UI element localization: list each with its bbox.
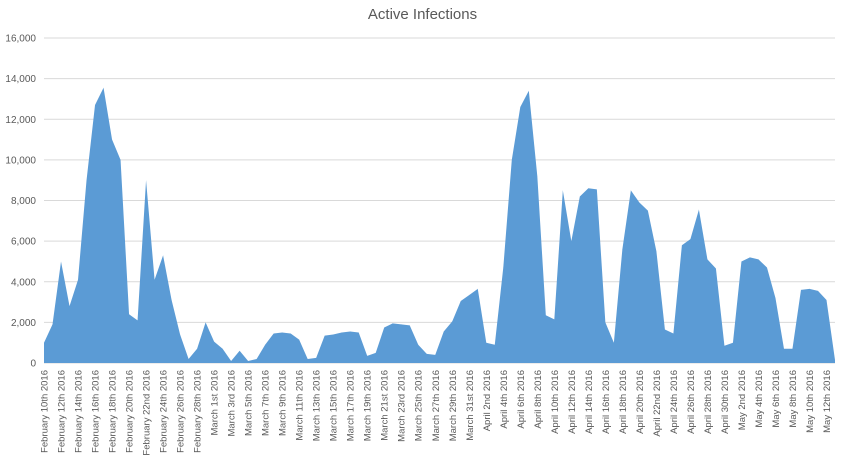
x-tick-label: April 10th 2016 [550, 370, 561, 434]
x-tick-label: February 24th 2016 [159, 370, 170, 453]
y-tick-label: 2,000 [11, 318, 36, 329]
y-tick-label: 6,000 [11, 237, 36, 248]
series-area-path [44, 87, 835, 364]
chart-title: Active Infections [367, 6, 478, 23]
x-tick-label: March 5th 2016 [244, 370, 255, 436]
x-tick-label: April 6th 2016 [516, 370, 527, 429]
x-tick-label: March 25th 2016 [414, 370, 425, 441]
x-tick-label: April 2nd 2016 [482, 370, 493, 431]
x-tick-label: March 1st 2016 [210, 370, 221, 435]
x-tick-label: April 26th 2016 [686, 370, 697, 434]
x-tick-label: April 30th 2016 [720, 370, 731, 434]
x-tick-label: May 10th 2016 [805, 370, 816, 433]
x-tick-label: April 20th 2016 [635, 370, 646, 434]
x-tick-label: March 3rd 2016 [227, 370, 238, 437]
x-tick-label: February 26th 2016 [176, 370, 187, 453]
y-tick-label: 14,000 [5, 74, 36, 85]
x-tick-label: April 4th 2016 [499, 370, 510, 429]
x-tick-label: February 10th 2016 [40, 370, 51, 453]
y-tick-label: 10,000 [5, 155, 36, 166]
x-tick-label: March 31st 2016 [465, 370, 476, 441]
x-tick-label: April 22nd 2016 [652, 370, 663, 437]
y-tick-label: 16,000 [5, 34, 36, 45]
x-tick-label: March 27th 2016 [431, 370, 442, 441]
series-area [43, 87, 836, 364]
x-tick-label: February 18th 2016 [108, 370, 119, 453]
x-tick-label: February 28th 2016 [193, 370, 204, 453]
x-tick-label: March 21st 2016 [380, 370, 391, 441]
x-axis-ticks: February 10th 2016 February 12th 2016 Febr… [40, 370, 833, 456]
x-tick-label: May 6th 2016 [771, 370, 782, 428]
x-tick-label: April 28th 2016 [703, 370, 714, 434]
x-tick-label: March 7th 2016 [261, 370, 272, 436]
x-tick-label: April 16th 2016 [601, 370, 612, 434]
x-tick-label: February 16th 2016 [91, 370, 102, 453]
x-tick-label: April 18th 2016 [618, 370, 629, 434]
x-tick-label: April 24th 2016 [669, 370, 680, 434]
x-tick-label: May 4th 2016 [754, 370, 765, 428]
x-tick-label: February 22nd 2016 [142, 370, 153, 456]
x-tick-label: March 15th 2016 [329, 370, 340, 441]
y-tick-label: 4,000 [11, 277, 36, 288]
x-tick-label: March 13th 2016 [312, 370, 323, 441]
x-tick-label: February 14th 2016 [74, 370, 85, 453]
y-axis-ticks: 0 2,000 4,000 6,000 8,000 10,000 12,000 14,000 1… [5, 34, 36, 370]
x-tick-label: February 12th 2016 [57, 370, 68, 453]
x-tick-label: May 8th 2016 [788, 370, 799, 428]
y-tick-label: 12,000 [5, 115, 36, 126]
x-tick-label: March 29th 2016 [448, 370, 459, 441]
x-tick-label: February 20th 2016 [125, 370, 136, 453]
x-tick-label: May 2nd 2016 [737, 370, 748, 430]
x-tick-label: March 17th 2016 [346, 370, 357, 441]
x-tick-label: March 19th 2016 [363, 370, 374, 441]
y-tick-label: 0 [30, 359, 36, 370]
y-tick-label: 8,000 [11, 196, 36, 207]
x-tick-label: March 11th 2016 [295, 370, 306, 441]
x-tick-label: March 9th 2016 [278, 370, 289, 436]
x-tick-label: April 14th 2016 [584, 370, 595, 434]
x-tick-label: May 12th 2016 [822, 370, 833, 433]
x-tick-label: April 12th 2016 [567, 370, 578, 434]
x-tick-label: March 23rd 2016 [397, 370, 408, 442]
x-tick-label: April 8th 2016 [533, 370, 544, 429]
